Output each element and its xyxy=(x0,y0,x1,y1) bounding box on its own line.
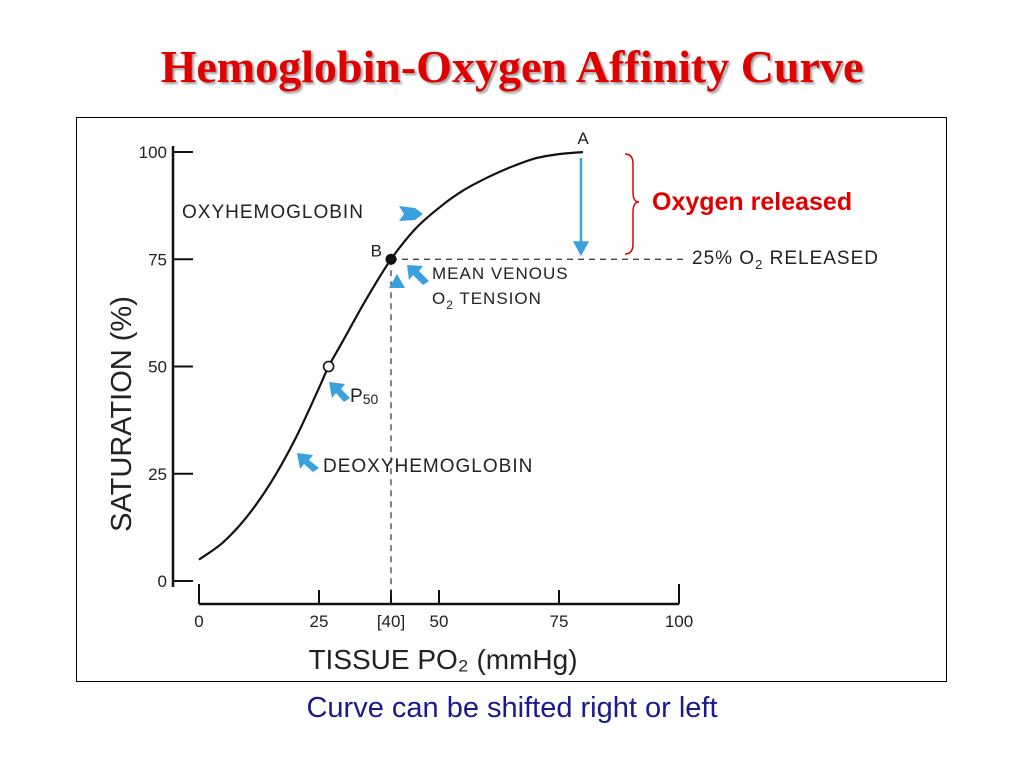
dissociation-curve xyxy=(198,150,584,561)
venous-annotation: MEAN VENOUS O2 TENSION xyxy=(389,264,569,312)
brace-icon xyxy=(624,153,640,255)
y-tick-label: 50 xyxy=(148,358,167,377)
p50-annotation: P50 xyxy=(329,382,378,407)
venous-label-line2: O2 TENSION xyxy=(432,289,542,312)
released-label: 25% O2 RELEASED xyxy=(692,248,879,272)
oxygen-released-label: Oxygen released xyxy=(652,188,852,216)
point-b-marker xyxy=(385,253,397,265)
figure-frame: 0 25 50 75 100 0 25 [40] 50 75 100 SATURATION (%)… xyxy=(76,117,947,682)
guide-lines xyxy=(390,258,685,600)
x-tick-label: [40] xyxy=(377,612,405,631)
oxygen-released-note: Oxygen released xyxy=(624,153,852,255)
y-axis-label: SATURATION (%) xyxy=(106,296,138,532)
venous-up-arrow-icon xyxy=(389,274,405,288)
x-axis-label: TISSUE PO₂ (mmHg) xyxy=(308,644,577,675)
slide-title: Hemoglobin-Oxygen Affinity Curve xyxy=(160,41,864,92)
y-tick-label: 0 xyxy=(158,572,167,591)
venous-diagonal-arrow-icon xyxy=(407,265,429,285)
p50-label: P50 xyxy=(350,386,378,407)
x-tick-label: 25 xyxy=(310,612,329,631)
x-tick-label: 75 xyxy=(550,612,569,631)
deoxyhemoglobin-label: DEOXYHEMOGLOBIN xyxy=(323,456,533,477)
deoxyhemoglobin-arrow-icon xyxy=(297,453,319,472)
p50-marker xyxy=(322,360,335,373)
y-tick-label: 100 xyxy=(139,143,167,162)
release-arrow-head xyxy=(573,241,589,257)
p50-arrow-icon xyxy=(329,382,350,402)
x-tick-label: 100 xyxy=(665,612,693,631)
y-ticks: 0 25 50 75 100 xyxy=(139,143,193,591)
released-annotation: 25% O2 RELEASED xyxy=(692,248,879,272)
deoxyhemoglobin-annotation: DEOXYHEMOGLOBIN xyxy=(297,453,533,477)
curve-points: BA xyxy=(322,129,589,373)
oxyhemoglobin-label: OXYHEMOGLOBIN xyxy=(182,202,364,223)
point-a-label: A xyxy=(577,129,589,148)
y-tick-label: 75 xyxy=(148,250,167,269)
x-tick-label: 0 xyxy=(194,612,203,631)
x-ticks: 0 25 [40] 50 75 100 xyxy=(194,584,693,631)
oxyhemoglobin-arrow-icon xyxy=(399,206,423,221)
slide-caption: Curve can be shifted right or left xyxy=(306,692,718,724)
saturation-chart: 0 25 50 75 100 0 25 [40] 50 75 100 SATURATION (%)… xyxy=(106,129,879,675)
point-b-label: B xyxy=(371,241,382,260)
x-tick-label: 50 xyxy=(430,612,449,631)
venous-label-line1: MEAN VENOUS xyxy=(432,264,569,283)
y-tick-label: 25 xyxy=(148,465,167,484)
oxyhemoglobin-annotation: OXYHEMOGLOBIN xyxy=(182,202,423,223)
